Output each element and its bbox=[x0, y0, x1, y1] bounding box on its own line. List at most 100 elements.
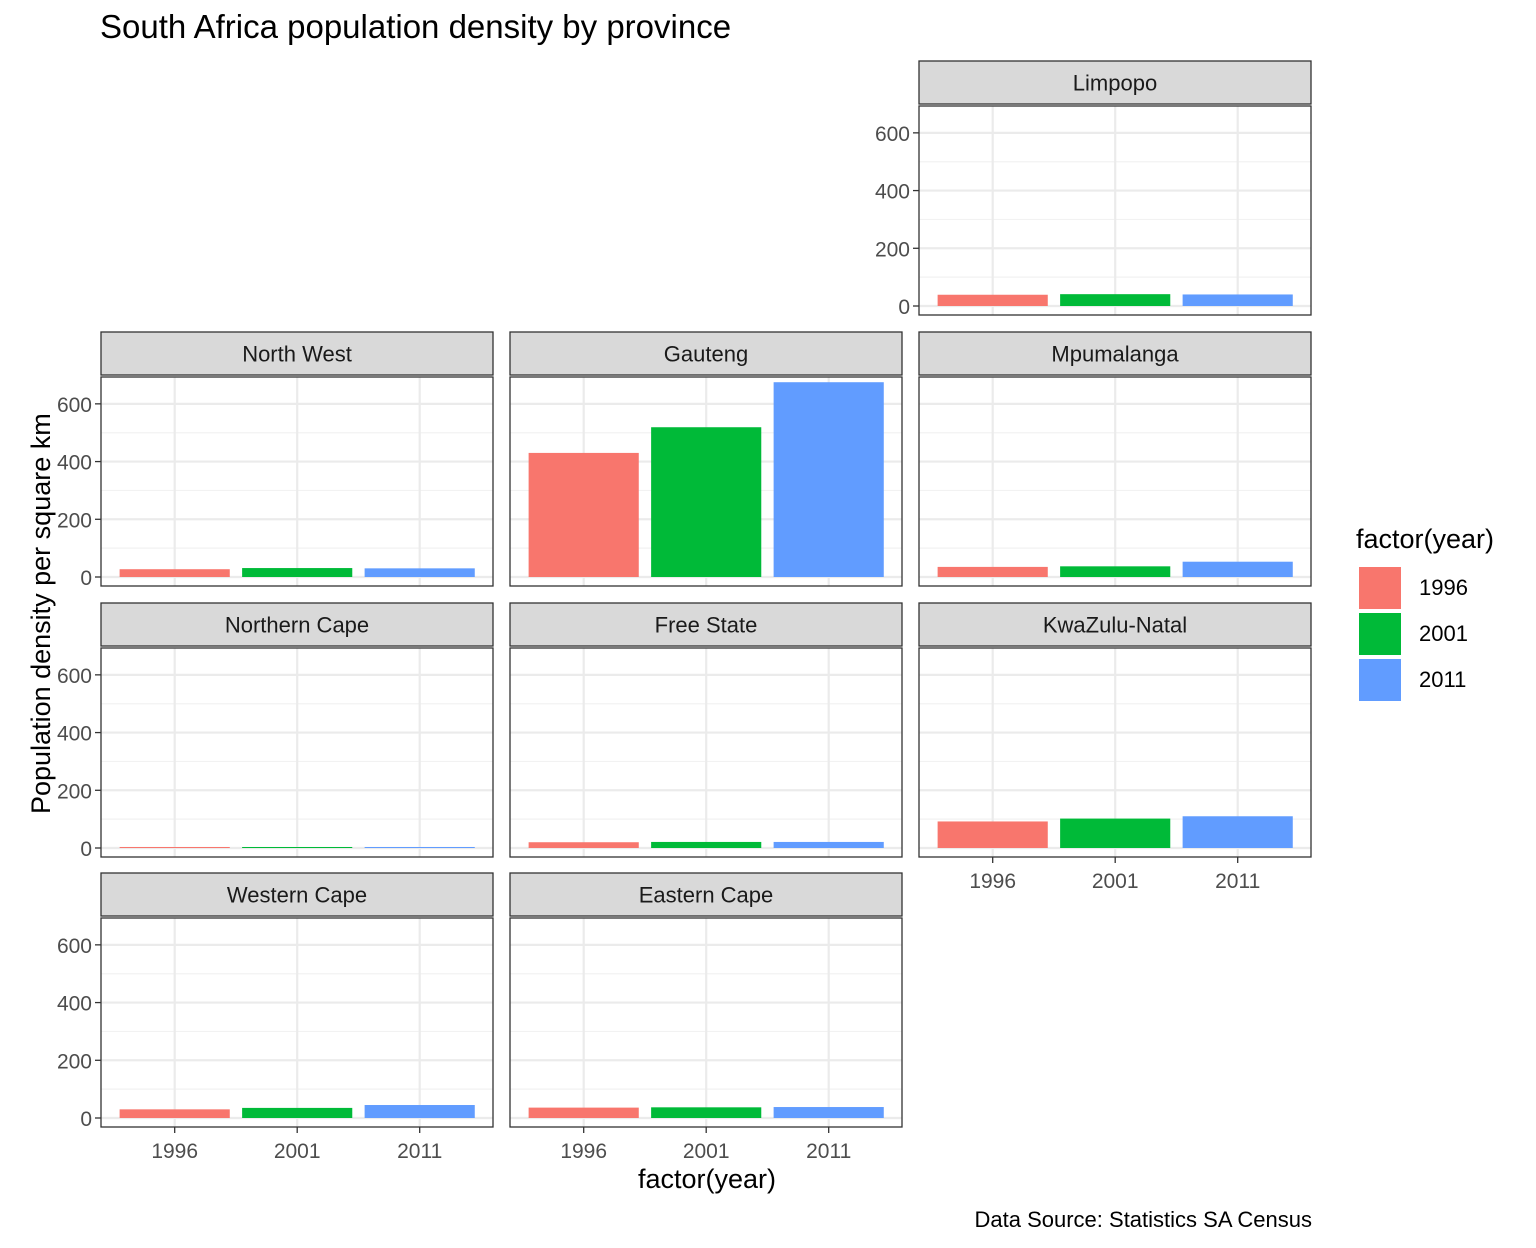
bar-1996 bbox=[119, 569, 230, 577]
facet-strip bbox=[509, 331, 903, 376]
bar-2011 bbox=[1182, 816, 1293, 848]
legend-item: 2001 bbox=[1356, 611, 1494, 657]
facet-panel: North West 0 200 400 600 bbox=[57, 331, 494, 590]
facet-panel: KwaZulu-Natal 1996 2001 2011 bbox=[918, 602, 1312, 893]
bar-2001 bbox=[1060, 818, 1171, 848]
legend-title: factor(year) bbox=[1356, 524, 1495, 554]
bar-1996 bbox=[119, 1109, 230, 1118]
facet-strip bbox=[509, 602, 903, 647]
legend-swatch-1996 bbox=[1359, 567, 1401, 609]
bar-1996 bbox=[528, 452, 639, 577]
y-tick-label: 600 bbox=[57, 665, 92, 688]
panel-border bbox=[100, 376, 494, 587]
legend-label: 2011 bbox=[1419, 667, 1467, 692]
facet-strip-label: North West bbox=[242, 342, 352, 367]
y-axis-label: Population density per square km bbox=[26, 413, 56, 814]
facet-strip-label: KwaZulu-Natal bbox=[1043, 613, 1187, 638]
legend: factor(year) 1996 2001 2011 bbox=[1356, 524, 1494, 703]
bar-1996 bbox=[937, 821, 1048, 848]
facet-strip-label: Western Cape bbox=[227, 883, 367, 908]
bar-1996 bbox=[528, 842, 639, 848]
chart-title: South Africa population density by provi… bbox=[100, 8, 732, 45]
legend-label: 1996 bbox=[1419, 575, 1468, 600]
bar-2011 bbox=[773, 1107, 884, 1118]
facet-strip bbox=[509, 872, 903, 917]
bar-1996 bbox=[937, 566, 1048, 577]
y-tick-label: 200 bbox=[57, 780, 92, 803]
y-tick-label: 400 bbox=[57, 452, 92, 475]
facet-strip-label: Free State bbox=[655, 613, 758, 638]
panel-border bbox=[509, 647, 903, 858]
legend-label: 2001 bbox=[1419, 621, 1468, 646]
bar-2011 bbox=[773, 841, 884, 848]
facet-strip bbox=[100, 602, 494, 647]
bar-2011 bbox=[364, 1105, 475, 1118]
bar-2001 bbox=[242, 1107, 353, 1118]
bar-2011 bbox=[364, 847, 475, 848]
bar-2011 bbox=[773, 382, 884, 577]
facet-strip bbox=[100, 872, 494, 917]
facet-panel: Limpopo 0 200 400 600 bbox=[875, 60, 1312, 319]
x-tick-label: 1996 bbox=[969, 870, 1016, 893]
chart-caption: Data Source: Statistics SA Census bbox=[974, 1207, 1313, 1232]
facet-strip bbox=[918, 602, 1312, 647]
x-tick-label: 2001 bbox=[274, 1140, 321, 1163]
y-tick-label: 200 bbox=[57, 1050, 92, 1073]
y-tick-label: 600 bbox=[57, 935, 92, 958]
facet-panel: Free State bbox=[509, 602, 903, 858]
facet-strip-label: Mpumalanga bbox=[1051, 342, 1179, 367]
bar-2001 bbox=[242, 847, 353, 848]
panel-border bbox=[918, 376, 1312, 587]
bar-2001 bbox=[242, 568, 353, 577]
bar-2001 bbox=[1060, 294, 1171, 306]
y-tick-label: 600 bbox=[57, 394, 92, 417]
bar-2011 bbox=[364, 568, 475, 577]
legend-swatch-2001 bbox=[1359, 613, 1401, 655]
x-tick-label: 2011 bbox=[397, 1140, 442, 1163]
facet-panel: Western Cape 0 200 400 600 1996 2001 2011 bbox=[57, 872, 494, 1163]
facet-strip-label: Northern Cape bbox=[225, 613, 369, 638]
y-tick-label: 600 bbox=[875, 123, 910, 146]
facet-strip-label: Gauteng bbox=[664, 342, 748, 367]
facet-strip-label: Limpopo bbox=[1073, 71, 1157, 96]
x-tick-label: 2001 bbox=[1092, 870, 1139, 893]
y-tick-label: 400 bbox=[875, 181, 910, 204]
bar-2001 bbox=[1060, 566, 1171, 577]
x-tick-label: 1996 bbox=[560, 1140, 607, 1163]
bar-2001 bbox=[651, 1107, 762, 1118]
y-tick-label: 0 bbox=[80, 1108, 92, 1131]
y-tick-label: 400 bbox=[57, 993, 92, 1016]
facet-panel: Gauteng bbox=[509, 331, 903, 587]
y-tick-label: 200 bbox=[57, 509, 92, 532]
panel-border bbox=[918, 105, 1312, 316]
facet-panel: Eastern Cape 1996 2001 2011 bbox=[509, 872, 903, 1163]
y-tick-label: 200 bbox=[875, 238, 910, 261]
y-tick-label: 0 bbox=[80, 567, 92, 590]
bar-1996 bbox=[119, 847, 230, 848]
facet-panel: Northern Cape 0 200 400 600 bbox=[57, 602, 494, 861]
y-tick-label: 0 bbox=[898, 296, 910, 319]
y-tick-label: 400 bbox=[57, 723, 92, 746]
x-tick-label: 2001 bbox=[683, 1140, 730, 1163]
bar-2001 bbox=[651, 841, 762, 848]
bar-2011 bbox=[1182, 294, 1293, 306]
legend-swatch-2011 bbox=[1359, 659, 1401, 701]
legend-item: 1996 bbox=[1356, 565, 1494, 611]
facet-strip bbox=[918, 331, 1312, 376]
facet-strip bbox=[100, 331, 494, 376]
panel-border bbox=[100, 647, 494, 858]
x-tick-label: 2011 bbox=[1215, 870, 1260, 893]
facet-panel: Mpumalanga bbox=[918, 331, 1312, 587]
bar-1996 bbox=[937, 294, 1048, 306]
x-axis-label: factor(year) bbox=[637, 1164, 777, 1194]
bar-2001 bbox=[651, 427, 762, 577]
legend-item: 2011 bbox=[1356, 657, 1494, 703]
bar-1996 bbox=[528, 1107, 639, 1118]
bar-2011 bbox=[1182, 561, 1293, 577]
facet-strip-label: Eastern Cape bbox=[639, 883, 774, 908]
x-tick-label: 2011 bbox=[806, 1140, 851, 1163]
facet-strip bbox=[918, 60, 1312, 105]
panel-border bbox=[509, 376, 903, 587]
x-tick-label: 1996 bbox=[151, 1140, 198, 1163]
